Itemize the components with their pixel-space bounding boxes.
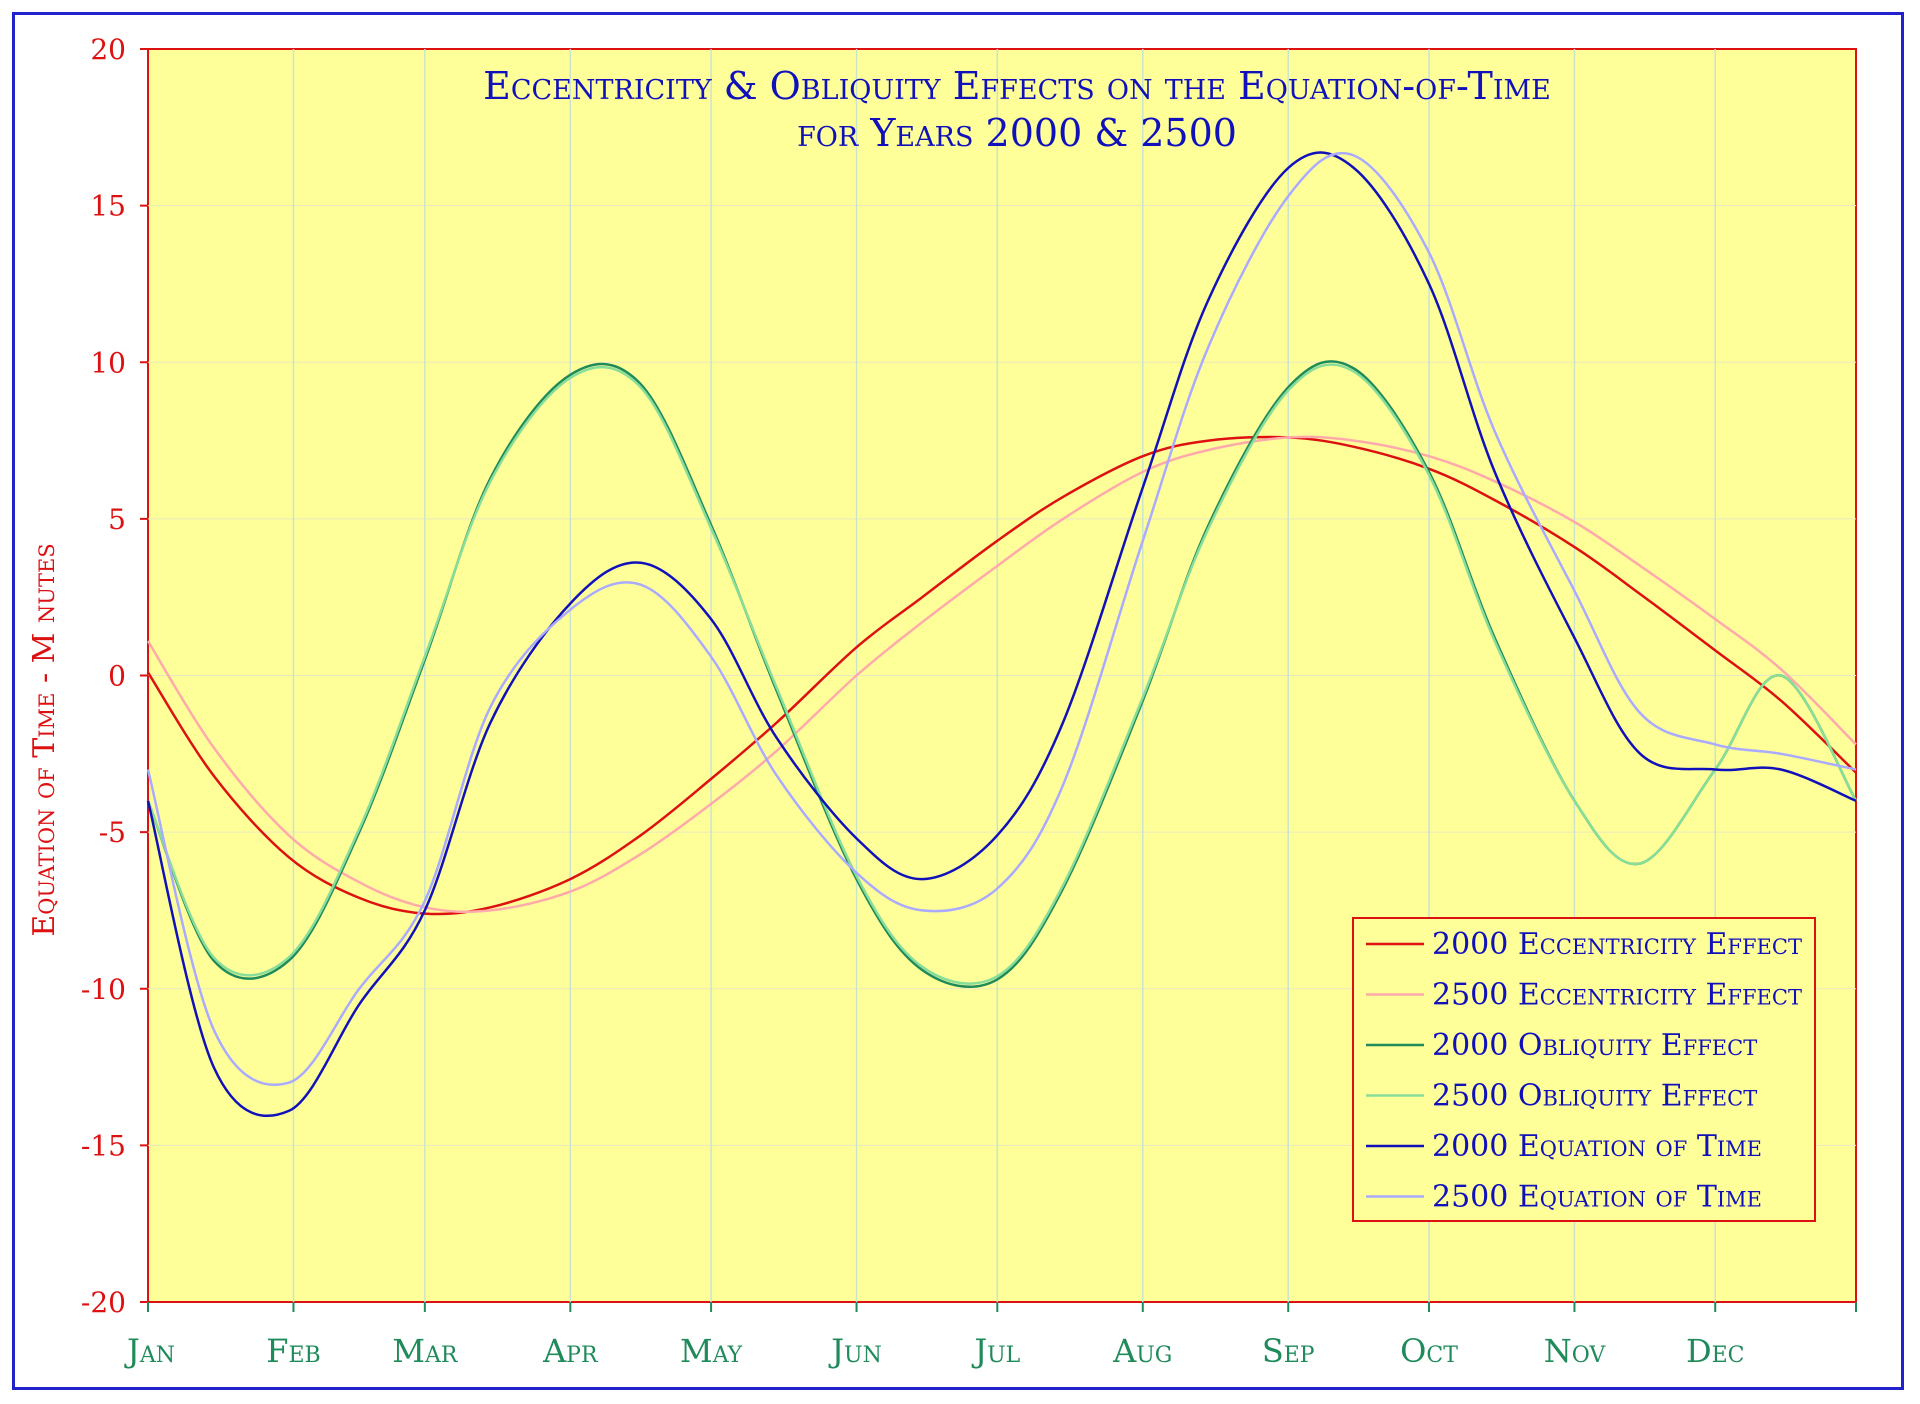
series-line-3 (146, 363, 1858, 985)
y-tick-label: -10 (81, 973, 126, 1006)
x-tick-label: Sep (1262, 1332, 1315, 1370)
x-tick-label: May (680, 1332, 743, 1370)
y-tick-label: 20 (90, 33, 126, 66)
y-tick-label: -5 (99, 816, 126, 849)
legend-label: 2500 Equation of Time (1432, 1180, 1762, 1215)
x-tick-label: Oct (1400, 1332, 1458, 1370)
chart-frame (12, 12, 1904, 1390)
x-tick-label: Jan (124, 1332, 175, 1370)
x-tick-label: Apr (542, 1332, 599, 1370)
x-axis-ticks: Jan Feb Mar Apr May Jun Jul Aug Sep Oct Nov Dec (124, 1302, 1857, 1370)
series-lines (146, 151, 1858, 1118)
legend-label: 2000 Eccentricity Effect (1432, 927, 1802, 962)
legend: 2000 Eccentricity Effect 2500 Eccentricit… (1352, 917, 1816, 1222)
legend-box (1352, 917, 1816, 1222)
x-tick-label: Aug (1112, 1332, 1172, 1370)
x-tick-label: Feb (266, 1332, 320, 1370)
y-tick-label: 5 (108, 503, 126, 536)
series-line-1 (146, 435, 1857, 914)
chart-title-line-1: Eccentricity & Obliquity Effects on the … (483, 64, 1551, 108)
y-tick-label: 15 (90, 190, 126, 223)
series-line-0 (146, 435, 1857, 916)
series-line-5 (146, 151, 1857, 1087)
legend-label: 2500 Obliquity Effect (1432, 1079, 1757, 1114)
legend-label: 2500 Eccentricity Effect (1432, 978, 1802, 1013)
x-tick-label: Jun (828, 1332, 882, 1370)
y-tick-label: 10 (90, 346, 126, 379)
y-tick-label: -20 (81, 1286, 126, 1319)
x-tick-label: Nov (1544, 1332, 1607, 1370)
x-tick-label: Dec (1686, 1332, 1745, 1370)
x-tick-label: Jul (971, 1332, 1020, 1370)
y-tick-label: -15 (81, 1129, 126, 1162)
y-tick-label: 0 (108, 660, 126, 693)
y-axis-label: Equation of Time - M nutes (27, 543, 62, 936)
x-tick-label: Mar (392, 1332, 459, 1370)
y-axis-ticks: 20 15 10 5 0 -5 -10 -15 -20 (81, 33, 148, 1319)
chart-title-line-2: for Years 2000 & 2500 (797, 111, 1237, 155)
legend-label: 2000 Equation of Time (1432, 1129, 1762, 1164)
legend-label: 2000 Obliquity Effect (1432, 1028, 1757, 1063)
series-line-4 (146, 151, 1857, 1118)
